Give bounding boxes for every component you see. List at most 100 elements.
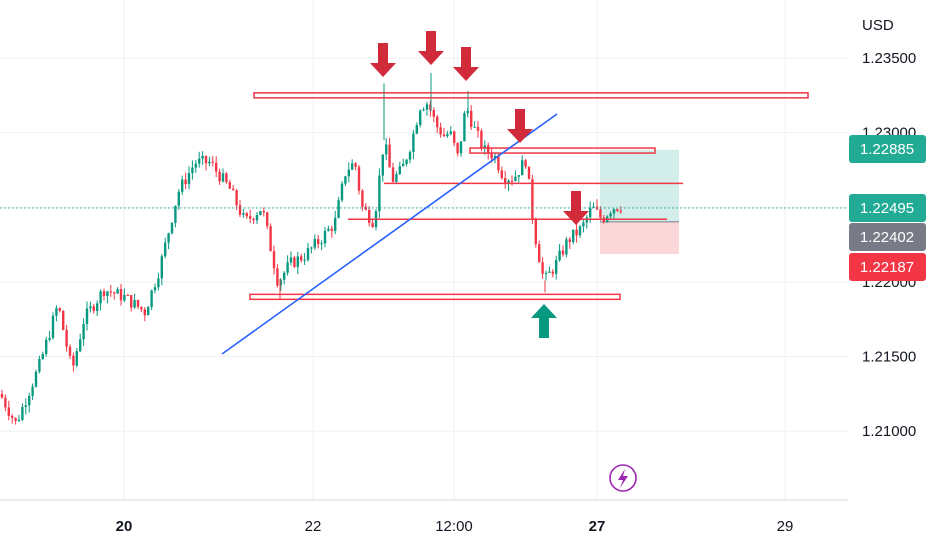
candle <box>269 223 272 252</box>
candle <box>504 170 507 189</box>
candle <box>582 218 585 233</box>
candle <box>436 114 439 134</box>
candle <box>21 403 24 422</box>
candle <box>463 110 466 142</box>
candle <box>157 272 160 291</box>
candle <box>113 291 116 300</box>
candle <box>405 158 408 167</box>
candle <box>28 392 31 413</box>
candle <box>531 174 534 224</box>
candlestick-series <box>0 72 622 425</box>
candle <box>130 294 133 312</box>
candle <box>92 303 95 314</box>
candle <box>578 224 582 238</box>
candle <box>548 266 551 274</box>
x-tick-label: 12:00 <box>435 518 473 535</box>
candle <box>334 210 337 235</box>
candle <box>330 225 333 238</box>
candle <box>143 307 146 322</box>
candle <box>85 301 89 331</box>
level-box-4 <box>249 293 621 301</box>
candle <box>351 159 354 171</box>
price-badge: 1.22885 <box>849 135 926 163</box>
candle <box>412 129 415 160</box>
candle <box>555 255 558 280</box>
candle <box>507 179 510 192</box>
candle <box>174 205 177 228</box>
candle <box>487 142 490 160</box>
candle <box>381 154 384 182</box>
candle <box>565 236 568 258</box>
candle <box>65 324 68 352</box>
price-badge: 1.22187 <box>849 253 926 281</box>
candle <box>99 289 102 311</box>
price-badges: 1.22885 1.22495 1.22402 1.22187 <box>849 135 926 281</box>
candle <box>572 229 575 245</box>
candle <box>41 351 44 361</box>
candle <box>595 199 599 211</box>
chart-tools[interactable] <box>609 464 637 492</box>
resistance-arrow-4 <box>507 109 533 143</box>
currency-label: USD <box>862 17 894 34</box>
candle <box>266 211 269 230</box>
candle <box>272 245 276 275</box>
candle <box>255 212 259 225</box>
candle <box>276 264 279 288</box>
candle <box>24 398 27 415</box>
candle <box>425 102 429 116</box>
candle <box>470 104 473 131</box>
candle <box>500 166 503 180</box>
candle <box>402 158 405 167</box>
candle <box>259 210 262 216</box>
candle <box>517 175 520 183</box>
candle <box>201 151 204 165</box>
candle <box>11 413 14 424</box>
candle <box>177 188 180 210</box>
candle <box>293 255 296 268</box>
candle <box>119 283 123 306</box>
candle <box>232 184 235 191</box>
candle <box>541 257 544 279</box>
candle <box>14 417 17 425</box>
candle <box>45 337 48 357</box>
candle <box>344 175 347 187</box>
take-profit-zone <box>600 149 679 222</box>
candle <box>310 246 313 254</box>
candle <box>616 208 619 213</box>
candle <box>368 206 371 227</box>
price-badge-label: 1.22402 <box>860 229 914 246</box>
candle <box>79 333 82 353</box>
candle <box>476 120 480 138</box>
candle <box>55 305 58 322</box>
candle <box>364 203 367 211</box>
candle <box>181 175 184 195</box>
candle <box>150 289 153 311</box>
lightning-icon[interactable] <box>609 464 637 492</box>
y-tick-label: 1.21500 <box>862 349 916 366</box>
candle <box>558 243 561 262</box>
candle <box>102 288 106 301</box>
candle <box>191 160 194 180</box>
candle <box>306 242 310 262</box>
time-axis[interactable]: 20 22 12:00 27 29 <box>116 518 794 535</box>
price-badge-label: 1.22495 <box>860 200 914 217</box>
candle <box>58 307 61 313</box>
candle <box>415 122 418 135</box>
candle <box>194 159 197 173</box>
candle <box>147 305 150 316</box>
candle <box>296 251 299 275</box>
candle <box>109 284 112 297</box>
candle <box>473 121 476 128</box>
trendline <box>221 113 558 355</box>
resistance-arrow-1 <box>370 43 396 77</box>
candle <box>96 300 99 317</box>
candle <box>459 141 463 157</box>
candle <box>116 287 119 294</box>
candle <box>133 293 136 309</box>
price-badge: 1.22495 <box>849 194 926 222</box>
level-box-0 <box>253 92 809 99</box>
candle <box>408 150 412 164</box>
candle <box>391 162 395 183</box>
